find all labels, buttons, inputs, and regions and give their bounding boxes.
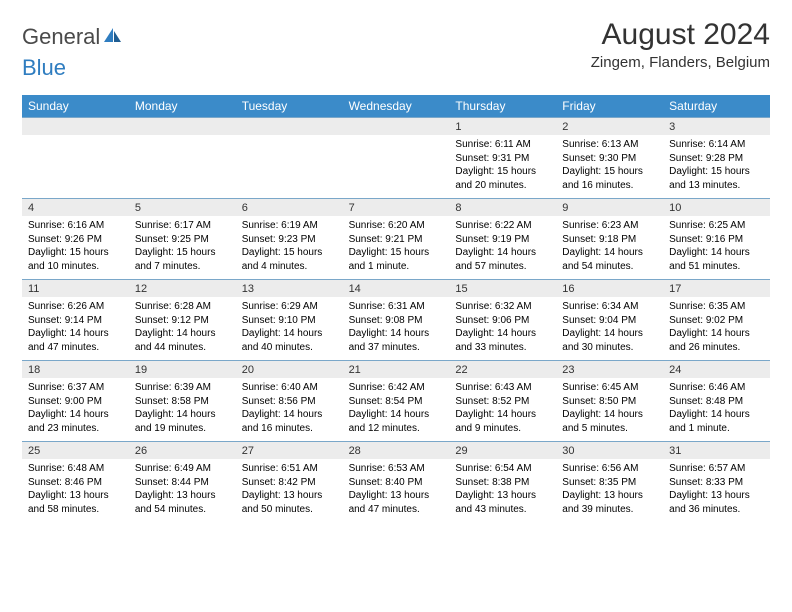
day-detail-row: Sunrise: 6:16 AM Sunset: 9:26 PM Dayligh… (22, 216, 770, 279)
day-detail: Sunrise: 6:23 AM Sunset: 9:18 PM Dayligh… (556, 216, 663, 279)
day-number: 15 (449, 280, 556, 297)
day-number-row: 11121314151617 (22, 279, 770, 297)
day-detail: Sunrise: 6:29 AM Sunset: 9:10 PM Dayligh… (236, 297, 343, 360)
day-detail: Sunrise: 6:11 AM Sunset: 9:31 PM Dayligh… (449, 135, 556, 198)
sail-icon (100, 24, 123, 50)
day-detail-row: Sunrise: 6:11 AM Sunset: 9:31 PM Dayligh… (22, 135, 770, 198)
day-number: 6 (236, 199, 343, 216)
weekday-header: Thursday (449, 95, 556, 117)
day-detail: Sunrise: 6:22 AM Sunset: 9:19 PM Dayligh… (449, 216, 556, 279)
day-detail-row: Sunrise: 6:37 AM Sunset: 9:00 PM Dayligh… (22, 378, 770, 441)
day-number-row: 45678910 (22, 198, 770, 216)
day-number: 7 (343, 199, 450, 216)
day-number: 22 (449, 361, 556, 378)
day-number (343, 118, 450, 135)
day-detail (236, 135, 343, 198)
day-detail: Sunrise: 6:16 AM Sunset: 9:26 PM Dayligh… (22, 216, 129, 279)
day-detail: Sunrise: 6:40 AM Sunset: 8:56 PM Dayligh… (236, 378, 343, 441)
day-number: 4 (22, 199, 129, 216)
day-detail (129, 135, 236, 198)
day-detail: Sunrise: 6:54 AM Sunset: 8:38 PM Dayligh… (449, 459, 556, 522)
day-number: 12 (129, 280, 236, 297)
weekday-header: Saturday (663, 95, 770, 117)
day-number (236, 118, 343, 135)
day-detail: Sunrise: 6:31 AM Sunset: 9:08 PM Dayligh… (343, 297, 450, 360)
day-detail: Sunrise: 6:34 AM Sunset: 9:04 PM Dayligh… (556, 297, 663, 360)
day-number: 21 (343, 361, 450, 378)
day-number: 1 (449, 118, 556, 135)
day-detail: Sunrise: 6:45 AM Sunset: 8:50 PM Dayligh… (556, 378, 663, 441)
day-detail-row: Sunrise: 6:26 AM Sunset: 9:14 PM Dayligh… (22, 297, 770, 360)
weekday-header: Sunday (22, 95, 129, 117)
day-number: 18 (22, 361, 129, 378)
day-number-row: 123 (22, 117, 770, 135)
day-number: 19 (129, 361, 236, 378)
day-detail: Sunrise: 6:57 AM Sunset: 8:33 PM Dayligh… (663, 459, 770, 522)
day-number (22, 118, 129, 135)
day-detail: Sunrise: 6:49 AM Sunset: 8:44 PM Dayligh… (129, 459, 236, 522)
day-detail (343, 135, 450, 198)
day-number: 26 (129, 442, 236, 459)
day-number: 9 (556, 199, 663, 216)
month-title: August 2024 (591, 18, 770, 52)
day-detail: Sunrise: 6:32 AM Sunset: 9:06 PM Dayligh… (449, 297, 556, 360)
day-number: 28 (343, 442, 450, 459)
day-number: 25 (22, 442, 129, 459)
weekday-header: Wednesday (343, 95, 450, 117)
brand-word1: General (22, 24, 100, 50)
calendar-grid: Sunday Monday Tuesday Wednesday Thursday… (22, 95, 770, 522)
day-number: 23 (556, 361, 663, 378)
day-number: 14 (343, 280, 450, 297)
day-detail: Sunrise: 6:56 AM Sunset: 8:35 PM Dayligh… (556, 459, 663, 522)
day-detail: Sunrise: 6:35 AM Sunset: 9:02 PM Dayligh… (663, 297, 770, 360)
day-number: 10 (663, 199, 770, 216)
day-number: 17 (663, 280, 770, 297)
day-detail: Sunrise: 6:42 AM Sunset: 8:54 PM Dayligh… (343, 378, 450, 441)
day-detail: Sunrise: 6:14 AM Sunset: 9:28 PM Dayligh… (663, 135, 770, 198)
day-detail: Sunrise: 6:51 AM Sunset: 8:42 PM Dayligh… (236, 459, 343, 522)
day-number-row: 25262728293031 (22, 441, 770, 459)
day-number: 27 (236, 442, 343, 459)
day-number (129, 118, 236, 135)
weekday-header-row: Sunday Monday Tuesday Wednesday Thursday… (22, 95, 770, 117)
day-number: 29 (449, 442, 556, 459)
calendar-page: General August 2024 Zingem, Flanders, Be… (0, 0, 792, 532)
day-detail: Sunrise: 6:43 AM Sunset: 8:52 PM Dayligh… (449, 378, 556, 441)
weeks-container: 123Sunrise: 6:11 AM Sunset: 9:31 PM Dayl… (22, 117, 770, 522)
day-number: 5 (129, 199, 236, 216)
day-detail: Sunrise: 6:48 AM Sunset: 8:46 PM Dayligh… (22, 459, 129, 522)
day-number: 31 (663, 442, 770, 459)
day-detail: Sunrise: 6:37 AM Sunset: 9:00 PM Dayligh… (22, 378, 129, 441)
day-detail-row: Sunrise: 6:48 AM Sunset: 8:46 PM Dayligh… (22, 459, 770, 522)
day-detail: Sunrise: 6:46 AM Sunset: 8:48 PM Dayligh… (663, 378, 770, 441)
day-detail: Sunrise: 6:39 AM Sunset: 8:58 PM Dayligh… (129, 378, 236, 441)
day-detail: Sunrise: 6:17 AM Sunset: 9:25 PM Dayligh… (129, 216, 236, 279)
day-number: 16 (556, 280, 663, 297)
day-detail: Sunrise: 6:25 AM Sunset: 9:16 PM Dayligh… (663, 216, 770, 279)
day-number: 11 (22, 280, 129, 297)
day-detail (22, 135, 129, 198)
day-number: 2 (556, 118, 663, 135)
weekday-header: Friday (556, 95, 663, 117)
brand-logo: General (22, 18, 123, 50)
brand-word2: Blue (22, 55, 770, 81)
day-number: 13 (236, 280, 343, 297)
day-detail: Sunrise: 6:19 AM Sunset: 9:23 PM Dayligh… (236, 216, 343, 279)
day-detail: Sunrise: 6:53 AM Sunset: 8:40 PM Dayligh… (343, 459, 450, 522)
day-number: 3 (663, 118, 770, 135)
day-number: 20 (236, 361, 343, 378)
day-number: 30 (556, 442, 663, 459)
day-number: 24 (663, 361, 770, 378)
day-detail: Sunrise: 6:13 AM Sunset: 9:30 PM Dayligh… (556, 135, 663, 198)
day-detail: Sunrise: 6:26 AM Sunset: 9:14 PM Dayligh… (22, 297, 129, 360)
weekday-header: Monday (129, 95, 236, 117)
weekday-header: Tuesday (236, 95, 343, 117)
day-detail: Sunrise: 6:20 AM Sunset: 9:21 PM Dayligh… (343, 216, 450, 279)
day-number: 8 (449, 199, 556, 216)
day-number-row: 18192021222324 (22, 360, 770, 378)
day-detail: Sunrise: 6:28 AM Sunset: 9:12 PM Dayligh… (129, 297, 236, 360)
